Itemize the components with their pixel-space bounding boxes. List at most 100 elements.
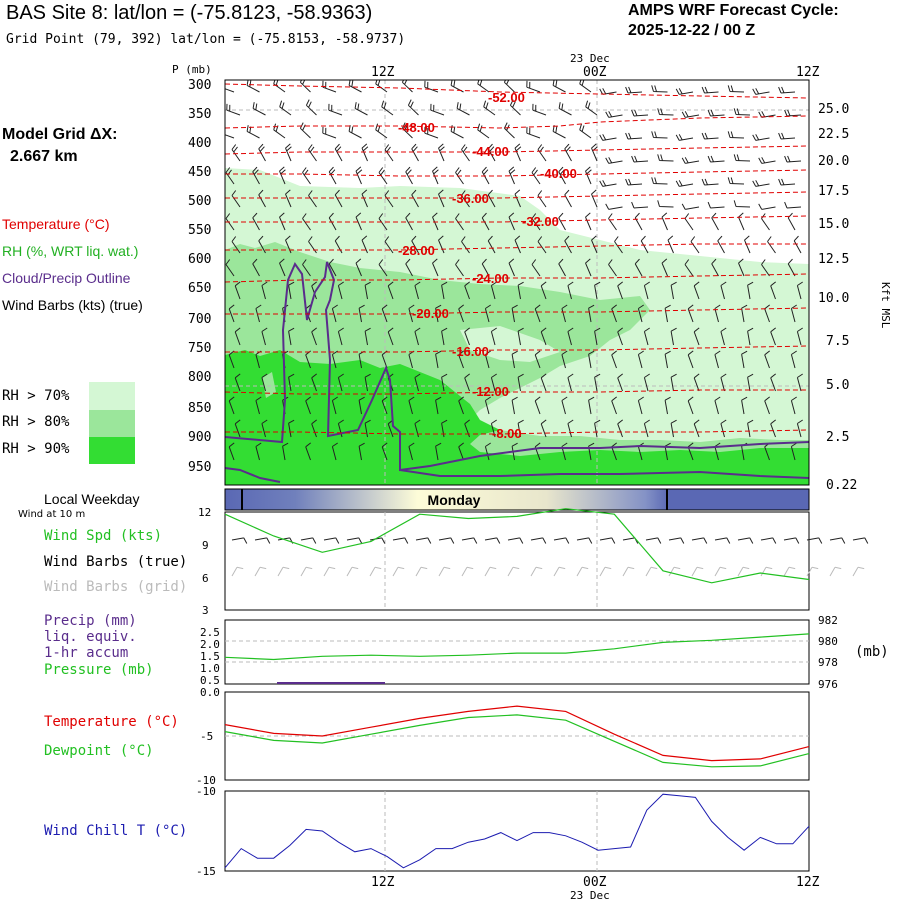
wind-barb bbox=[579, 123, 592, 139]
isotherm-line bbox=[225, 345, 810, 353]
wind-barb bbox=[767, 236, 776, 254]
wind-barb bbox=[285, 143, 292, 162]
wind-barb bbox=[487, 143, 496, 162]
wind-barb bbox=[675, 134, 694, 141]
wind-barb bbox=[675, 180, 694, 187]
wind-barb bbox=[435, 442, 442, 461]
wind-barb bbox=[231, 537, 248, 544]
wind-barb bbox=[733, 154, 751, 162]
wind-barb bbox=[790, 304, 797, 323]
p-tick: 600 bbox=[188, 252, 211, 267]
wind-barb bbox=[461, 236, 470, 254]
page-title: BAS Site 8: lat/lon = (-75.8123, -58.936… bbox=[6, 2, 373, 24]
wind-barb bbox=[323, 566, 336, 577]
bottom-tick-00z: 00Z bbox=[583, 875, 607, 890]
wind-barb bbox=[661, 212, 668, 231]
wind-barb bbox=[741, 396, 748, 415]
wind-barb bbox=[599, 88, 617, 95]
wind-barb bbox=[608, 213, 617, 231]
isotherm-label: -48.00 bbox=[398, 120, 435, 135]
wind-barb bbox=[758, 203, 776, 210]
wind-barb bbox=[787, 212, 796, 231]
wind-barb bbox=[681, 157, 700, 164]
wind-barb bbox=[670, 373, 677, 392]
wind-barb bbox=[585, 166, 592, 185]
wind-barb bbox=[752, 88, 770, 95]
label-pressure: Pressure (mb) bbox=[44, 662, 154, 678]
temperature-line bbox=[224, 705, 810, 762]
wind-barb bbox=[534, 350, 541, 369]
wind-barb bbox=[514, 143, 522, 162]
wind-barb bbox=[783, 537, 800, 544]
legend-wind-barbs: Wind Barbs (kts) (true) bbox=[2, 297, 143, 313]
height-ticks: 25.0 22.5 20.0 17.5 15.0 12.5 10.0 7.5 5… bbox=[818, 102, 857, 493]
wind-barb bbox=[752, 134, 770, 141]
wind-barb bbox=[279, 258, 286, 277]
top-date-label: 23 Dec bbox=[570, 52, 610, 65]
wind-barb bbox=[526, 80, 541, 93]
wind-barb bbox=[254, 566, 267, 577]
rh90-region bbox=[225, 350, 809, 485]
wind-barb bbox=[714, 566, 727, 577]
wind-barb bbox=[503, 80, 515, 93]
label-wind-barbs-grid: Wind Barbs (grid) bbox=[44, 579, 188, 595]
pressure-tick: 976 bbox=[818, 678, 838, 691]
wind-barb bbox=[737, 566, 750, 577]
wind-barb bbox=[288, 281, 295, 300]
grid-point-info: Grid Point (79, 392) lat/lon = (-75.8153… bbox=[6, 32, 406, 47]
wind-barb bbox=[285, 189, 292, 208]
wind-barb bbox=[455, 259, 464, 277]
weekday-label: Local Weekday bbox=[44, 491, 140, 507]
wind-barb bbox=[381, 396, 388, 415]
wind-barb bbox=[727, 85, 745, 93]
wind-barb bbox=[567, 419, 574, 438]
wind-barb bbox=[361, 235, 368, 254]
kft-tick: 5.0 bbox=[826, 378, 849, 393]
wind-barb bbox=[246, 80, 260, 93]
wind-barb bbox=[631, 109, 649, 117]
top-tick-00z: 00Z bbox=[583, 65, 607, 80]
wind-barb bbox=[790, 350, 797, 369]
isotherm-line bbox=[225, 215, 810, 223]
wind-barb bbox=[540, 281, 547, 300]
wind-barb bbox=[622, 566, 635, 577]
wind-barb bbox=[464, 373, 471, 392]
label-wind-spd: Wind Spd (kts) bbox=[44, 528, 163, 544]
wind-barb bbox=[852, 566, 865, 577]
wind-barb bbox=[507, 566, 520, 577]
wind-barb bbox=[770, 373, 777, 392]
wind-barb bbox=[511, 396, 518, 415]
wind-barb bbox=[435, 396, 442, 415]
wind-barb bbox=[305, 99, 317, 116]
wind-barb bbox=[643, 281, 650, 300]
wind-barb bbox=[720, 327, 727, 346]
wind-barb bbox=[631, 155, 649, 163]
wind-barb bbox=[733, 108, 751, 116]
isotherm-label: -36.00 bbox=[452, 191, 489, 206]
wind-barb bbox=[534, 304, 541, 323]
wind-barb bbox=[737, 537, 754, 544]
wind-barb bbox=[279, 100, 292, 116]
wind-barb bbox=[684, 259, 694, 277]
isotherm-line bbox=[225, 429, 810, 435]
pressure-tick: 980 bbox=[818, 635, 838, 648]
isotherm-line bbox=[224, 273, 810, 283]
wind-barb bbox=[279, 212, 286, 231]
wind-barb bbox=[625, 132, 643, 140]
p-tick: 800 bbox=[188, 370, 211, 385]
wind-barb bbox=[458, 442, 465, 461]
wind-barb bbox=[790, 396, 797, 415]
wind-barb bbox=[617, 327, 624, 346]
wind-barb bbox=[458, 350, 465, 369]
wind-barb bbox=[435, 350, 442, 369]
wind-barb bbox=[384, 144, 394, 162]
wind-barb bbox=[687, 442, 694, 461]
wind-barb bbox=[455, 167, 464, 185]
wind-barb bbox=[537, 236, 547, 254]
wind-barb bbox=[511, 350, 518, 369]
wind-barb bbox=[741, 350, 748, 369]
wind-barb bbox=[687, 396, 694, 415]
isotherm-line bbox=[225, 243, 809, 251]
top-tick-12z-2: 12Z bbox=[796, 65, 820, 80]
precip-tick: 0.5 bbox=[200, 674, 220, 687]
